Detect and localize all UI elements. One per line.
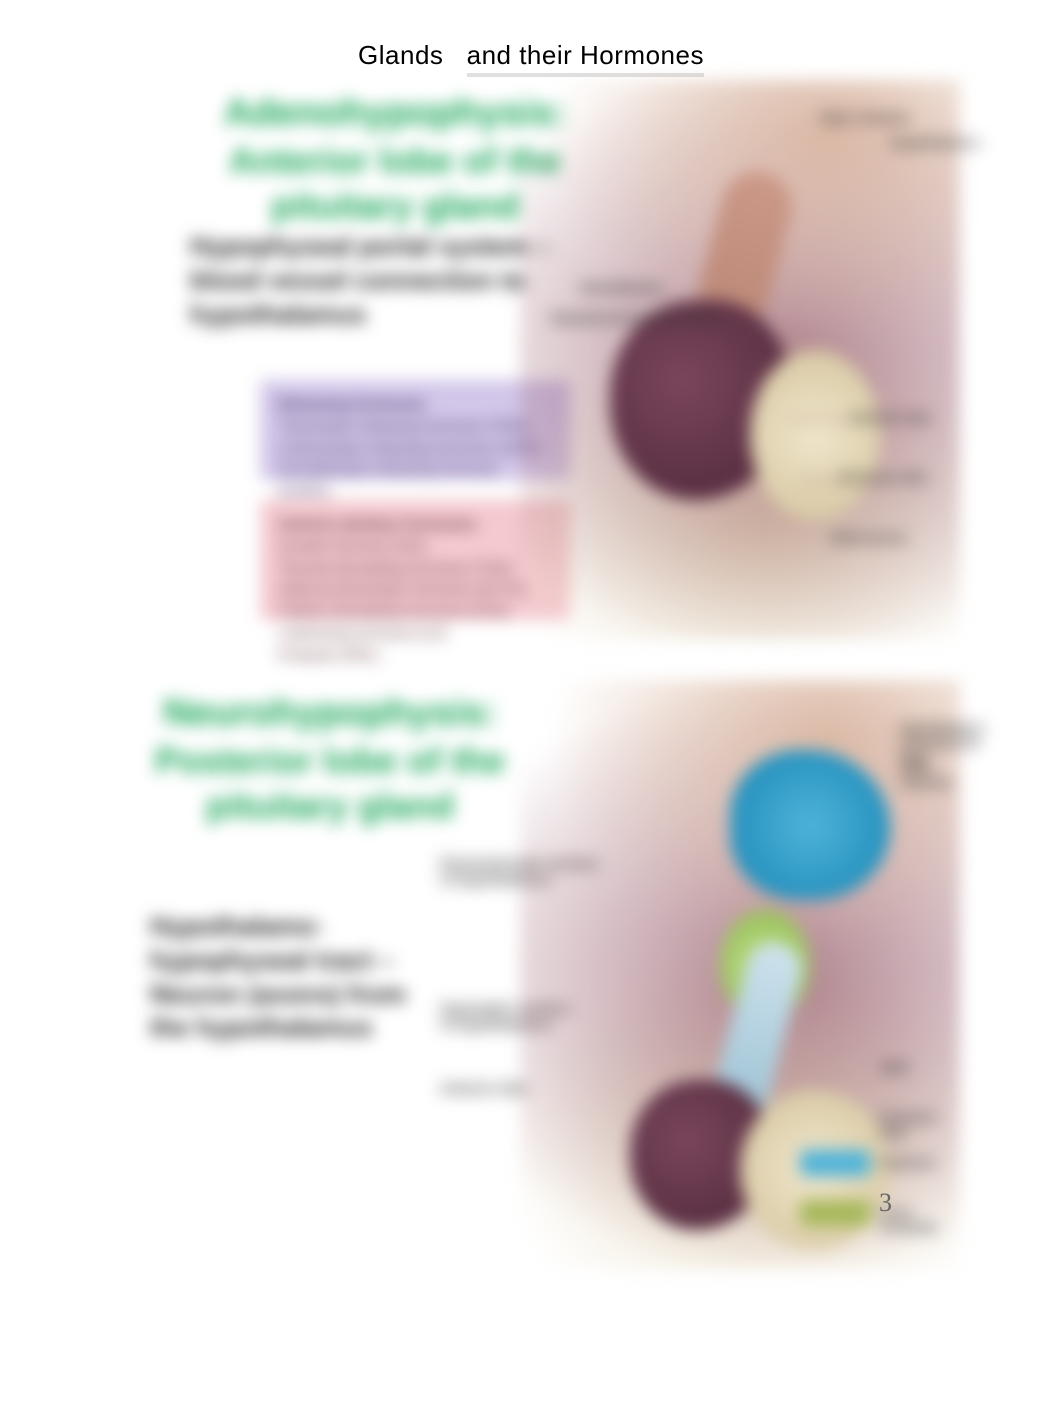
label-posterior-2: Posterior lobe	[880, 1110, 960, 1140]
label-hypothalamus: Hypothalamus	[890, 135, 980, 150]
label-posterior: Posterior lobe	[840, 470, 927, 485]
slide2-heading-1: Neurohypophysis:	[150, 690, 510, 738]
pituitary-diagram-2: Hypothalamo-hypophyseal tract Optic chia…	[520, 680, 960, 1270]
label-infundibulum: Infundibulum	[580, 280, 662, 295]
slide2-body-bold: Hypothalamo-hypophyseal tract	[150, 911, 373, 975]
pink-box-text: Growth hormone (GH) Thyroid-stimulating …	[278, 538, 526, 664]
label-sella: Sella turcica	[830, 530, 907, 545]
label-thalamus: Hypothalamo-hypophyseal tract	[900, 720, 987, 765]
slide-adenohypophysis: Adenohypophysis: Anterior lobe of the pi…	[140, 80, 920, 640]
key-bar-oxytocin	[800, 1150, 870, 1176]
hypothalamus-region	[730, 750, 890, 900]
label-oxytocin: Oxytocin	[880, 1155, 936, 1170]
pink-box-title: Anterior pituitary hormones	[278, 516, 476, 533]
slide1-body-bold: Hypophyseal portal system	[190, 231, 528, 261]
posterior-lobe-shape	[750, 350, 880, 520]
page-title: Glands and their Hormones	[0, 40, 1062, 77]
purple-box-title: Releasing hormones	[278, 396, 426, 413]
key-bar-axon	[800, 1200, 870, 1226]
leader-line-1	[790, 420, 850, 421]
slide2-heading-2: Posterior lobe of the pituitary gland	[150, 738, 510, 828]
label-optic-2: Optic chiasma	[900, 760, 960, 790]
label-axon-terminals: Axon terminals	[880, 1205, 960, 1235]
page-number: 3	[879, 1188, 892, 1218]
title-words-rest: and their Hormones	[467, 40, 704, 77]
title-word-1: Glands	[358, 40, 443, 70]
pituitary-diagram-1: Optic chiasma Hypothalamus Infundibulum …	[520, 80, 960, 640]
label-adh: ADH	[880, 1060, 908, 1075]
label-optic: Optic chiasma	[820, 110, 909, 125]
leader-line-2	[800, 480, 850, 481]
label-portal: Hypophyseal portal system	[550, 310, 719, 325]
label-anterior: Anterior lobe	[850, 410, 931, 425]
slide-neurohypophysis: Neurohypophysis: Posterior lobe of the p…	[140, 680, 920, 1270]
